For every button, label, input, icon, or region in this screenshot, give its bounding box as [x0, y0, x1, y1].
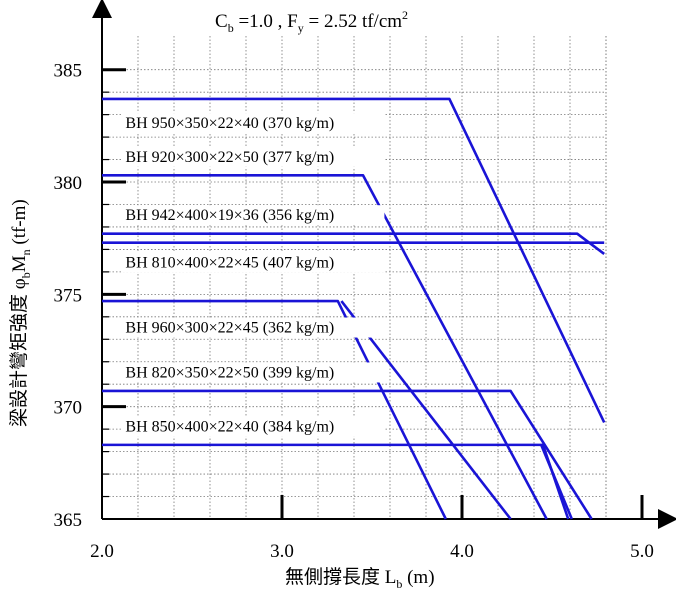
series-line	[102, 389, 593, 520]
series-label: BH 920×300×22×50 (377 kg/m)	[125, 149, 334, 166]
grid-lines	[102, 36, 607, 519]
series-line	[539, 444, 574, 520]
y-tick-label: 365	[54, 510, 83, 531]
series-label: BH 942×400×19×36 (356 kg/m)	[125, 207, 334, 224]
tick-marks	[102, 68, 644, 519]
series-label: BH 820×350×22×50 (399 kg/m)	[125, 364, 334, 381]
series-label-bg	[122, 113, 385, 134]
x-axis-label: 無側撐長度 Lb (m)	[285, 566, 435, 591]
series-lines	[102, 97, 606, 520]
series-label-bg	[122, 146, 385, 167]
series-line	[102, 173, 548, 520]
y-axis-label: 梁設計彎矩強度 φbMn (tf-m)	[8, 199, 33, 427]
series-label-bg	[122, 317, 385, 338]
series-label: BH 950×350×22×40 (370 kg/m)	[125, 115, 334, 132]
series-line	[102, 97, 606, 423]
series-line	[102, 232, 605, 255]
x-tick-label: 4.0	[450, 541, 474, 562]
series-line	[102, 443, 570, 520]
x-tick-label: 5.0	[630, 541, 654, 562]
y-tick-label: 370	[54, 398, 83, 419]
chart-title: Cb =1.0 , Fy = 2.52 tf/cm2	[215, 8, 408, 35]
series-label-bg	[122, 205, 385, 226]
y-tick-label: 375	[54, 285, 83, 306]
series-labels: BH 950×350×22×40 (370 kg/m) BH 920×300×22…	[122, 113, 385, 437]
series-label-bg	[122, 362, 385, 383]
series-label-bg	[122, 252, 385, 273]
x-tick-label: 2.0	[90, 541, 114, 562]
series-line	[102, 299, 447, 520]
y-tick-label: 380	[54, 173, 83, 194]
axes	[92, 0, 676, 529]
x-tick-label: 3.0	[270, 541, 294, 562]
tick-labels: 365 370 375 380 385 2.0 3.0 4.0 5.0	[54, 61, 654, 562]
series-label-bg	[122, 416, 385, 437]
y-tick-label: 385	[54, 61, 83, 82]
series-label: BH 960×300×22×45 (362 kg/m)	[125, 320, 334, 337]
series-label: BH 810×400×22×45 (407 kg/m)	[125, 254, 334, 271]
series-label: BH 850×400×22×40 (384 kg/m)	[125, 418, 334, 435]
